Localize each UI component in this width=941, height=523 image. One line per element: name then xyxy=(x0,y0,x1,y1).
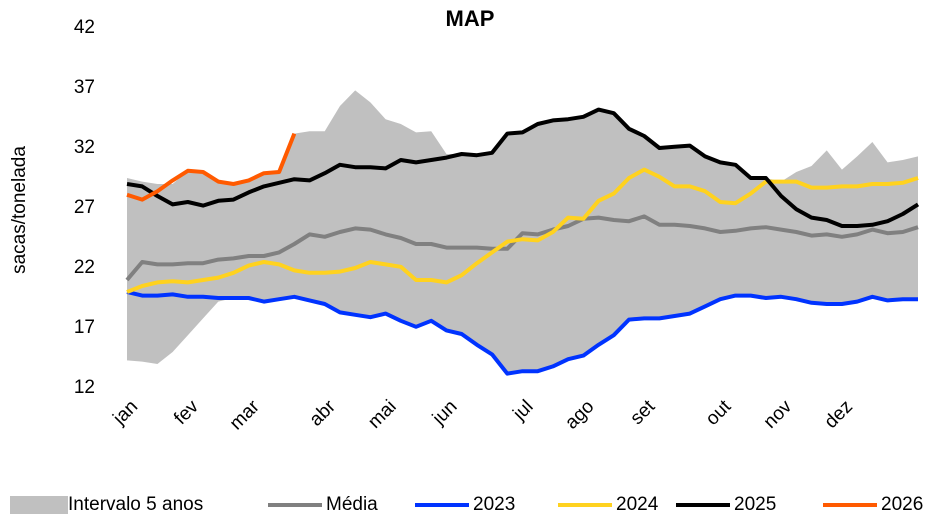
y-tick-label: 37 xyxy=(74,77,95,98)
x-tick-label: nov xyxy=(760,396,797,433)
y-tick-label: 22 xyxy=(74,257,95,278)
y-tick-label: 32 xyxy=(74,137,95,158)
y-tick-label: 27 xyxy=(74,197,95,218)
series-line xyxy=(126,290,918,376)
x-tick-label: mar xyxy=(226,396,264,434)
legend-label: 2024 xyxy=(616,494,659,515)
y-tick-label: 12 xyxy=(74,377,95,398)
series-line xyxy=(126,132,297,202)
x-tick-label: set xyxy=(626,396,659,429)
x-tick-label: jun xyxy=(428,396,461,429)
legend-label: Média xyxy=(326,494,378,515)
chart-title: MAP xyxy=(446,6,495,31)
x-tick-label: jan xyxy=(109,396,142,429)
x-tick-label: mai xyxy=(364,396,401,433)
y-axis-label: sacas/tonelada xyxy=(9,146,30,274)
series-line xyxy=(126,107,920,228)
legend-label: 2026 xyxy=(881,494,923,515)
x-tick-label: jul xyxy=(509,396,538,425)
x-tick-label: abr xyxy=(306,396,341,431)
x-tick-label: fev xyxy=(170,396,203,429)
x-tick-label: ago xyxy=(561,396,598,433)
x-tick-label: dez xyxy=(821,396,858,433)
y-tick-label: 42 xyxy=(74,17,95,38)
legend-label: Intervalo 5 anos xyxy=(68,494,203,515)
x-tick-label: out xyxy=(702,396,736,430)
legend-label: 2025 xyxy=(734,494,776,515)
series-line xyxy=(125,214,919,282)
series-line xyxy=(126,167,919,294)
y-tick-label: 17 xyxy=(74,317,95,338)
legend-label: 2023 xyxy=(473,494,515,515)
legend-swatch xyxy=(10,496,68,514)
